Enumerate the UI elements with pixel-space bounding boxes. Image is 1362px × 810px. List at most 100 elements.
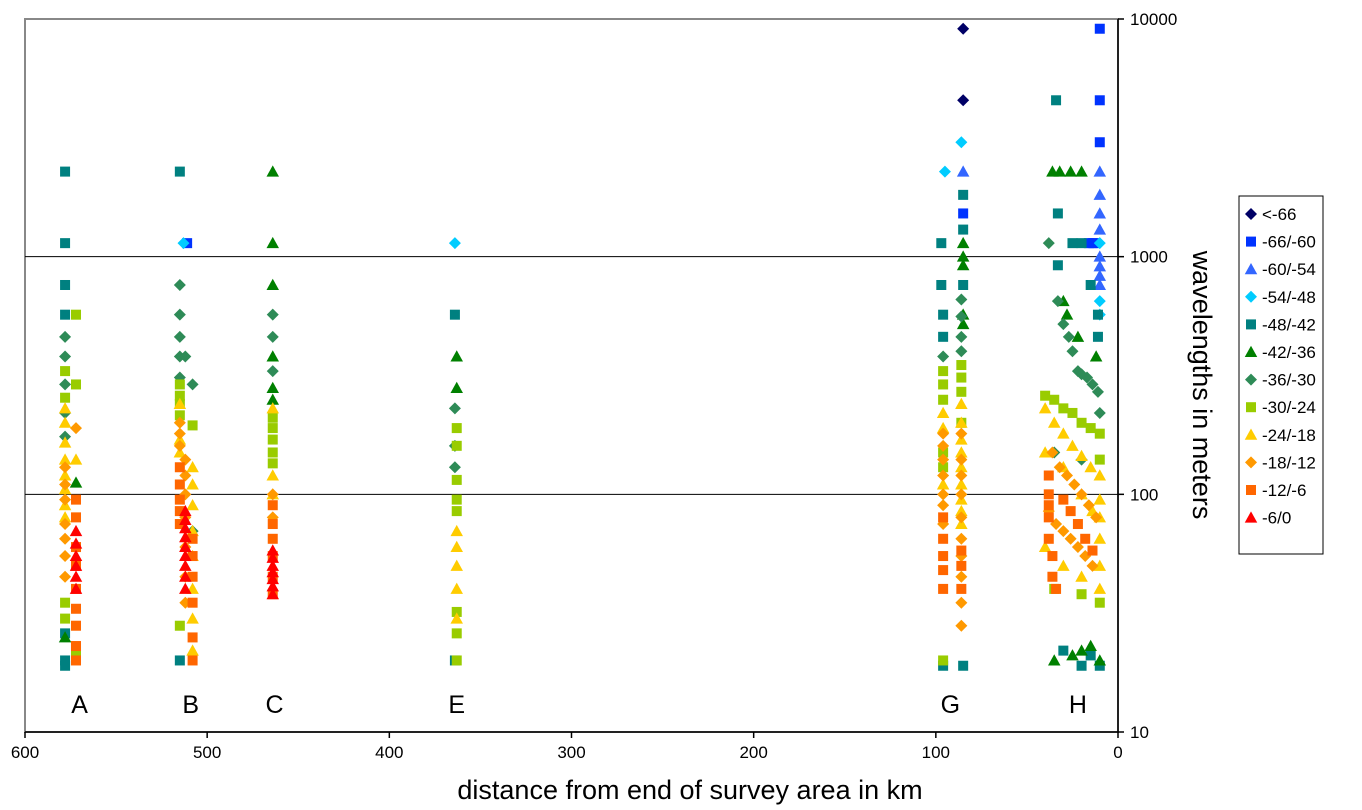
data-point <box>71 621 81 631</box>
x-tick-label: 400 <box>375 743 403 762</box>
data-point <box>938 332 948 342</box>
legend-label: -48/-42 <box>1262 315 1316 334</box>
data-point <box>1051 95 1061 105</box>
legend-label: -18/-12 <box>1262 453 1316 472</box>
data-point <box>938 395 948 405</box>
data-point <box>1087 546 1097 556</box>
data-point <box>938 310 948 320</box>
data-point <box>958 225 968 235</box>
y-tick-label: 10000 <box>1130 10 1177 29</box>
y-tick-label: 1000 <box>1130 248 1168 267</box>
data-point <box>938 551 948 561</box>
data-point <box>188 420 198 430</box>
data-point <box>71 512 81 522</box>
data-point <box>188 598 198 608</box>
data-point <box>938 512 948 522</box>
legend-label: -54/-48 <box>1262 288 1316 307</box>
data-point <box>452 495 462 505</box>
legend-label: -30/-24 <box>1262 398 1316 417</box>
data-point <box>268 519 278 529</box>
x-tick-label: 600 <box>11 743 39 762</box>
data-point <box>60 614 70 624</box>
data-point <box>1067 238 1077 248</box>
data-point <box>268 435 278 445</box>
x-axis-ticks: 600 500 400 300 200 100 0 <box>11 732 1123 762</box>
data-point <box>956 546 966 556</box>
data-point <box>1086 423 1096 433</box>
data-point <box>175 462 185 472</box>
data-point <box>956 584 966 594</box>
data-point <box>1040 391 1050 401</box>
data-point <box>936 280 946 290</box>
legend-marker <box>1246 237 1256 247</box>
legend-label: -42/-36 <box>1262 343 1316 362</box>
data-point <box>1077 418 1087 428</box>
data-point <box>452 628 462 638</box>
data-point <box>450 310 460 320</box>
data-point <box>60 393 70 403</box>
data-point <box>268 447 278 457</box>
data-point <box>452 441 462 451</box>
data-point <box>1067 408 1077 418</box>
data-point <box>268 534 278 544</box>
legend-label: -36/-30 <box>1262 371 1316 390</box>
location-label: A <box>71 691 88 719</box>
location-label: H <box>1069 691 1087 719</box>
data-point <box>452 423 462 433</box>
data-point <box>60 280 70 290</box>
data-point <box>958 661 968 671</box>
data-point <box>71 641 81 651</box>
data-point <box>1047 572 1057 582</box>
data-point <box>60 598 70 608</box>
data-point <box>1077 238 1087 248</box>
data-point <box>175 655 185 665</box>
location-label: B <box>182 691 199 719</box>
data-point <box>1044 489 1054 499</box>
data-point <box>1053 260 1063 270</box>
location-label: G <box>941 691 960 719</box>
data-point <box>175 621 185 631</box>
data-point <box>268 413 278 423</box>
data-point <box>1066 506 1076 516</box>
data-point <box>938 534 948 544</box>
data-point <box>1049 395 1059 405</box>
data-point <box>268 458 278 468</box>
data-point <box>175 379 185 389</box>
legend: <-66-66/-60-60/-54-54/-48-48/-42-42/-36-… <box>1239 196 1323 554</box>
legend-marker <box>1246 319 1256 329</box>
data-point <box>1058 403 1068 413</box>
x-tick-label: 500 <box>193 743 221 762</box>
x-tick-label: 200 <box>739 743 767 762</box>
data-point <box>1095 137 1105 147</box>
data-point <box>1044 500 1054 510</box>
data-point <box>938 565 948 575</box>
x-tick-label: 0 <box>1113 743 1122 762</box>
data-point <box>938 379 948 389</box>
data-point <box>71 495 81 505</box>
legend-label: -6/0 <box>1262 509 1291 528</box>
data-point <box>1095 24 1105 34</box>
data-point <box>936 238 946 248</box>
legend-label: -12/-6 <box>1262 481 1306 500</box>
data-point <box>958 280 968 290</box>
data-point <box>1051 584 1061 594</box>
data-point <box>1044 471 1054 481</box>
data-point <box>958 208 968 218</box>
data-point <box>956 373 966 383</box>
x-tick-label: 300 <box>557 743 585 762</box>
data-point <box>958 190 968 200</box>
data-point <box>1095 429 1105 439</box>
data-point <box>956 561 966 571</box>
location-label: E <box>448 691 465 719</box>
data-point <box>60 310 70 320</box>
data-point <box>268 500 278 510</box>
legend-marker <box>1246 485 1256 495</box>
data-point <box>452 475 462 485</box>
data-point <box>188 632 198 642</box>
x-axis-title: distance from end of survey area in km <box>457 775 922 805</box>
legend-marker <box>1246 402 1256 412</box>
data-point <box>1073 519 1083 529</box>
data-point <box>938 584 948 594</box>
data-point <box>938 655 948 665</box>
y-tick-label: 100 <box>1130 485 1158 504</box>
